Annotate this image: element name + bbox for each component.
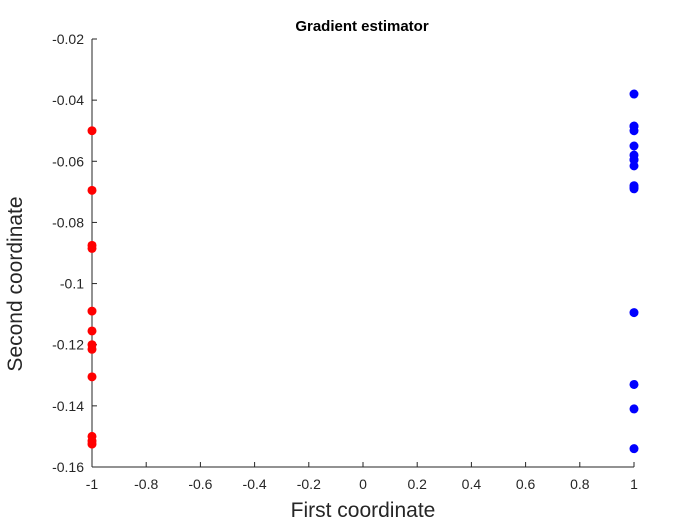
x-tick-label: 0.4 (462, 476, 482, 492)
series-2 (629, 89, 639, 454)
data-point (87, 439, 97, 449)
series-1 (87, 126, 97, 449)
x-tick-label: -0.6 (188, 476, 212, 492)
data-point (629, 404, 639, 414)
y-tick-label: -0.12 (52, 337, 84, 353)
data-point (87, 344, 97, 354)
x-tick-label: -0.8 (134, 476, 158, 492)
data-point (629, 379, 639, 389)
chart-title: Gradient estimator (295, 18, 429, 35)
y-tick-label: -0.16 (52, 459, 84, 475)
y-axis-label: Second coordinate (4, 196, 27, 371)
x-tick-label: 0 (359, 476, 367, 492)
x-tick-label: -0.2 (297, 476, 321, 492)
data-point (629, 444, 639, 454)
y-axis-ticks: -0.02 -0.04 -0.06 -0.08 -0.1 -0.12 -0.14 -0.16 (52, 31, 97, 475)
data-point (629, 89, 639, 99)
data-point (87, 326, 97, 336)
x-axis-label: First coordinate (291, 499, 436, 522)
data-point (87, 372, 97, 382)
data-point (629, 155, 639, 165)
y-tick-label: -0.04 (52, 92, 84, 108)
x-tick-label: 0.8 (570, 476, 590, 492)
data-points (87, 89, 639, 454)
y-tick-label: -0.14 (52, 398, 84, 414)
x-tick-label: -1 (86, 476, 99, 492)
x-tick-label: 0.2 (407, 476, 427, 492)
data-point (87, 185, 97, 195)
axes (91, 39, 634, 468)
data-point (629, 121, 639, 131)
y-tick-label: -0.08 (52, 214, 84, 230)
x-axis-ticks: -1 -0.8 -0.6 -0.4 -0.2 0 0.2 0.4 0.6 0.8 1 (86, 462, 638, 492)
data-point (87, 306, 97, 316)
y-tick-label: -0.1 (60, 276, 84, 292)
x-tick-label: 1 (630, 476, 638, 492)
data-point (87, 243, 97, 253)
data-point (629, 308, 639, 318)
data-point (629, 182, 639, 192)
x-tick-label: -0.4 (243, 476, 267, 492)
x-tick-label: 0.6 (516, 476, 536, 492)
y-tick-label: -0.06 (52, 153, 84, 169)
data-point (629, 141, 639, 151)
data-point (87, 126, 97, 136)
y-tick-label: -0.02 (52, 31, 84, 47)
